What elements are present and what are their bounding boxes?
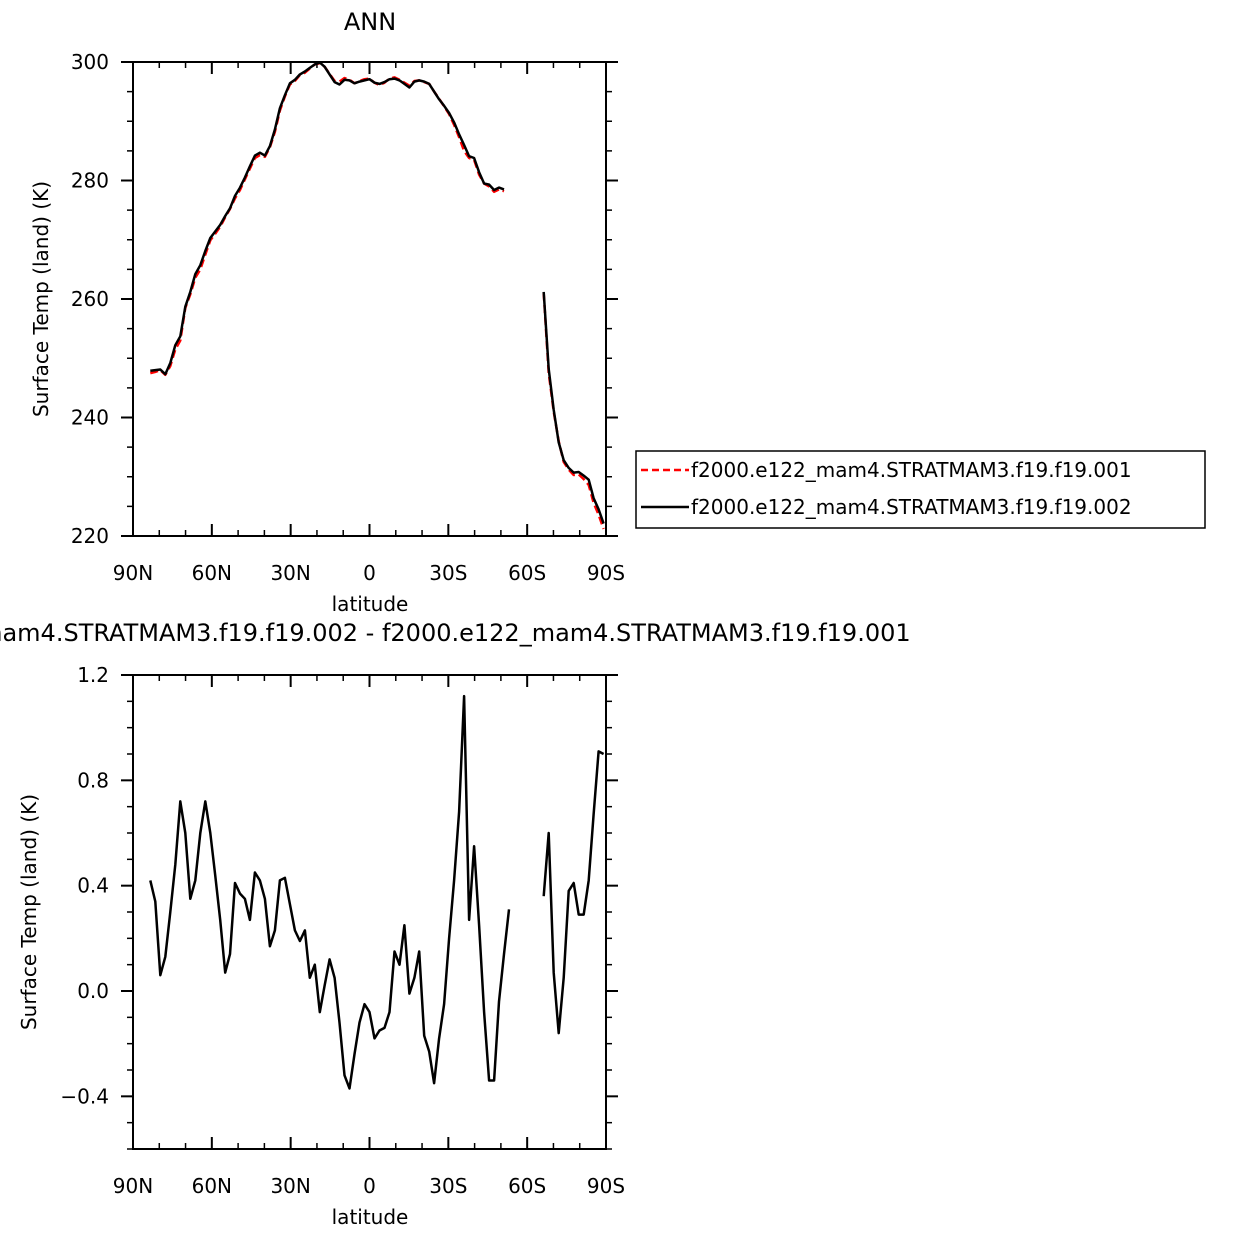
bottom-panel-ytick-label: 1.2: [77, 663, 109, 687]
bottom-panel-xlabel: latitude: [332, 1205, 409, 1229]
top-panel-xtick-label: 90N: [113, 561, 153, 585]
bottom-panel-xtick-label: 0: [363, 1174, 376, 1198]
legend-label-001: f2000.e122_mam4.STRATMAM3.f19.f19.001: [691, 458, 1132, 482]
top-panel-xtick-label: 60N: [192, 561, 232, 585]
bottom-panel-ytick-label: 0.8: [77, 768, 109, 792]
top-panel-ytick-label: 240: [71, 406, 109, 430]
legend-label-002: f2000.e122_mam4.STRATMAM3.f19.f19.002: [691, 495, 1132, 519]
bottom-panel-title: f2000.e122_mam4.STRATMAM3.f19.f19.002 - …: [0, 619, 911, 647]
bottom-panel-ytick-label: 0.0: [77, 979, 109, 1003]
bottom-panel-lines: [149, 694, 605, 1090]
bottom-panel-xtick-label: 60N: [192, 1174, 232, 1198]
bottom-panel-frame: [132, 674, 607, 1150]
top-panel-xtick-label: 60S: [508, 561, 546, 585]
top-panel-xtick-label: 30S: [429, 561, 467, 585]
top-panel-xlabel: latitude: [332, 592, 409, 616]
top-panel-xtick-label: 0: [363, 561, 376, 585]
bottom-panel-ytick-label: −0.4: [60, 1084, 109, 1108]
top-panel-ylabel: Surface Temp (land) (K): [29, 181, 53, 417]
top-panel-ytick-label: 300: [71, 50, 109, 74]
bottom-panel-xtick-label: 30N: [270, 1174, 310, 1198]
top-panel-ytick-label: 280: [71, 169, 109, 193]
bottom-panel-ytick-label: 0.4: [77, 874, 109, 898]
top-panel-ticks: 90N 60N 30N 0 30S 60S 90S 220 240 260 280 300: [71, 50, 625, 585]
top-panel-series-line-2: [542, 291, 605, 525]
top-panel-series-line-1: [150, 61, 505, 377]
legend-box: [635, 450, 1206, 529]
top-panel-xtick-label: 30N: [270, 561, 310, 585]
legend: f2000.e122_mam4.STRATMAM3.f19.f19.001 f2…: [635, 450, 1206, 529]
top-panel-series-line-1: [542, 293, 605, 530]
top-panel-lines: [150, 61, 605, 530]
bottom-panel-ticks: 90N 60N 30N 0 30S 60S 90S −0.4 0.0 0.4 0.8 1.2: [60, 663, 625, 1198]
top-panel-title: ANN: [344, 8, 396, 36]
bottom-panel-ylabel: Surface Temp (land) (K): [17, 794, 41, 1030]
bottom-panel-series-line-1: [542, 750, 605, 1035]
top-panel-ytick-label: 220: [71, 524, 109, 548]
bottom-panel-xtick-label: 90S: [587, 1174, 625, 1198]
top-panel-ytick-label: 260: [71, 287, 109, 311]
top-panel: ANN latitude Surface Temp (land) (K) 90N…: [29, 8, 625, 616]
top-panel-series-line-2: [150, 61, 505, 376]
bottom-panel-xtick-label: 60S: [508, 1174, 546, 1198]
top-panel-xtick-label: 90S: [587, 561, 625, 585]
top-panel-frame: [132, 61, 607, 537]
bottom-panel: f2000.e122_mam4.STRATMAM3.f19.f19.002 - …: [0, 619, 911, 1229]
bottom-panel-xtick-label: 30S: [429, 1174, 467, 1198]
bottom-panel-series-line-1: [149, 694, 511, 1090]
bottom-panel-xtick-label: 90N: [113, 1174, 153, 1198]
